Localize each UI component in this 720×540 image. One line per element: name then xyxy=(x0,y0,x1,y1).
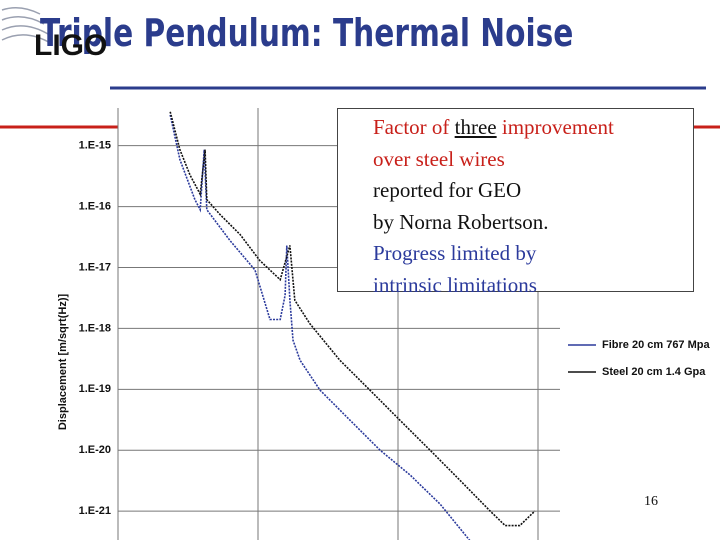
y-axis-label: Displacement [m/sqrt(Hz)] xyxy=(57,294,69,431)
y-tick-label: 1.E-19 xyxy=(79,383,111,395)
text-line: Factor of three improvement xyxy=(373,112,693,144)
text-line: reported for GEO xyxy=(373,175,693,207)
legend-label: Steel 20 cm 1.4 Gpa xyxy=(602,366,706,378)
text-line: intrinsic limitations xyxy=(373,270,693,302)
text-line: over steel wires xyxy=(373,144,693,176)
logo-waves xyxy=(1,7,53,45)
text-span: intrinsic limitations xyxy=(373,272,537,297)
text-span: Progress limited by xyxy=(373,241,537,265)
y-tick-label: 1.E-20 xyxy=(79,444,111,456)
text-span: improvement xyxy=(496,115,614,139)
text-line: Progress limited by xyxy=(373,238,693,270)
series-line xyxy=(169,111,536,527)
legend-label: Fibre 20 cm 767 Mpa xyxy=(602,339,710,351)
text-box: Factor of three improvement over steel wi… xyxy=(337,108,694,297)
y-tick-label: 1.E-15 xyxy=(79,140,111,152)
series-line xyxy=(169,114,471,540)
slide-title: Triple Pendulum: Thermal Noise xyxy=(40,11,573,56)
text-span: Factor of xyxy=(373,115,455,139)
y-tick-label: 1.E-17 xyxy=(79,261,111,273)
y-tick-label: 1.E-21 xyxy=(79,505,111,517)
text-span: by Norna Robertson. xyxy=(373,209,549,234)
y-tick-label: 1.E-16 xyxy=(79,200,111,212)
text-span: three xyxy=(454,115,497,139)
text-line: by Norna Robertson. xyxy=(373,207,693,239)
logo: LIGO xyxy=(34,29,107,62)
text-span: reported for GEO xyxy=(373,178,522,202)
page-number: 16 xyxy=(644,494,658,509)
plot-lines xyxy=(169,111,536,540)
y-tick-label: 1.E-18 xyxy=(79,322,111,334)
text-span: over steel wires xyxy=(373,146,505,171)
